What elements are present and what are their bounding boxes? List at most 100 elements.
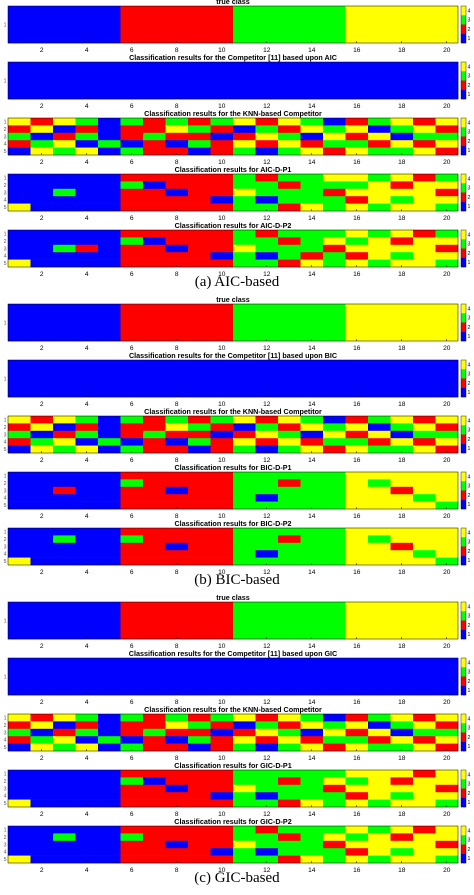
heatmap-cell [165, 792, 189, 800]
heatmap-cell [165, 658, 189, 696]
x-tick-label: 20 [443, 159, 451, 166]
heatmap-cell [233, 557, 256, 566]
heatmap-cell [255, 550, 279, 558]
heatmap-cell [120, 181, 144, 190]
x-tick-label: 14 [308, 103, 316, 110]
heatmap-cell [233, 486, 256, 495]
heatmap-cell [390, 602, 414, 640]
heatmap-cell [255, 181, 279, 190]
heatmap-cell [120, 237, 144, 246]
x-tick-label: 4 [85, 867, 89, 874]
x-tick-label: 4 [85, 513, 89, 520]
colorbar-frame [460, 769, 467, 808]
heatmap-cell [143, 132, 166, 141]
heatmap-cell [390, 118, 414, 126]
heatmap-cell [413, 174, 436, 182]
heatmap-cell [413, 855, 436, 864]
heatmap-cell [413, 792, 436, 800]
heatmap-cell [8, 542, 31, 551]
heatmap-cell [368, 799, 391, 808]
heatmap-cell [300, 430, 324, 439]
panel-title: Classification results for the KNN-based… [144, 705, 322, 714]
heatmap-cell [165, 494, 189, 502]
heatmap-cell [300, 721, 324, 730]
heatmap-cell [188, 501, 211, 510]
heatmap-cell [75, 784, 99, 793]
heatmap-cell [345, 118, 369, 126]
heatmap-cell [143, 535, 166, 544]
heatmap-cell [413, 833, 436, 842]
subfigure-caption: (c) GIC-based [194, 870, 280, 886]
colorbar-swatch [461, 145, 466, 156]
heatmap-cell [255, 203, 279, 212]
heatmap-cell [435, 196, 459, 204]
heatmap-cell [390, 430, 414, 439]
heatmap-cell [435, 770, 459, 778]
y-tick-label: 1 [4, 618, 7, 624]
heatmap-cell [435, 486, 459, 495]
colorbar-swatch [461, 853, 466, 864]
colorbar-swatch [461, 136, 466, 146]
heatmap-cell [390, 535, 414, 544]
x-tick-label: 20 [443, 867, 451, 874]
heatmap-cell [98, 62, 121, 100]
colorbar-swatch [461, 33, 466, 44]
colorbar-tick-label: 1 [468, 744, 471, 750]
heatmap-cell [413, 714, 436, 722]
heatmap-cell [53, 833, 76, 842]
heatmap-cell [278, 602, 301, 640]
heatmap-cell [233, 855, 256, 864]
heatmap-cell [413, 658, 436, 696]
heatmap-cell [345, 714, 369, 722]
heatmap-cell [120, 792, 144, 800]
heatmap-cell [390, 181, 414, 190]
colorbar-frame [460, 527, 467, 566]
heatmap-cell [143, 799, 166, 808]
heatmap-cell [98, 535, 121, 544]
heatmap-cell [323, 501, 346, 510]
y-tick-label: 3 [4, 544, 7, 550]
y-tick-label: 2 [4, 537, 7, 543]
heatmap-cell [30, 494, 54, 502]
heatmap-cell [120, 486, 144, 495]
heatmap-cell [30, 784, 54, 793]
heatmap-cell [390, 259, 414, 268]
heatmap-cell [233, 62, 256, 100]
heatmap-cell [278, 714, 301, 722]
heatmap-cell [233, 501, 256, 510]
heatmap-cell [300, 125, 324, 134]
colorbar-frame [460, 825, 467, 864]
heatmap-cell [435, 736, 459, 744]
heatmap-cell [53, 799, 76, 808]
heatmap-cell [368, 535, 391, 544]
heatmap-cell [53, 501, 76, 510]
colorbar: 4 3 2 1 [460, 601, 471, 640]
heatmap-cell [8, 360, 31, 398]
heatmap-cell [233, 118, 256, 126]
heatmap-cell [413, 728, 436, 737]
heatmap-cell [255, 528, 279, 536]
heatmap-cell [8, 230, 31, 238]
panel-title: Classification results for GIC-D-P2 [174, 817, 291, 826]
heatmap-cell [233, 445, 256, 454]
heatmap-cell [345, 196, 369, 204]
heatmap-cell [165, 535, 189, 544]
heatmap-cell [8, 472, 31, 480]
heatmap-cell [165, 542, 189, 551]
heatmap-cell [300, 486, 324, 495]
heatmap-cell [75, 125, 99, 134]
heatmap-cell [188, 721, 211, 730]
heatmap-cell [188, 535, 211, 544]
heatmap-cell [165, 6, 189, 44]
heatmap-cell [323, 252, 346, 260]
x-tick-label: 10 [218, 271, 226, 278]
heatmap-cell [323, 721, 346, 730]
heatmap-cell [188, 237, 211, 246]
heatmap-cell [165, 140, 189, 148]
subfigure-caption: (a) AIC-based [195, 274, 280, 290]
heatmap-cell [368, 6, 391, 44]
heatmap-cell [345, 557, 369, 566]
heatmap-cell [143, 174, 166, 182]
heatmap-cell [390, 840, 414, 849]
